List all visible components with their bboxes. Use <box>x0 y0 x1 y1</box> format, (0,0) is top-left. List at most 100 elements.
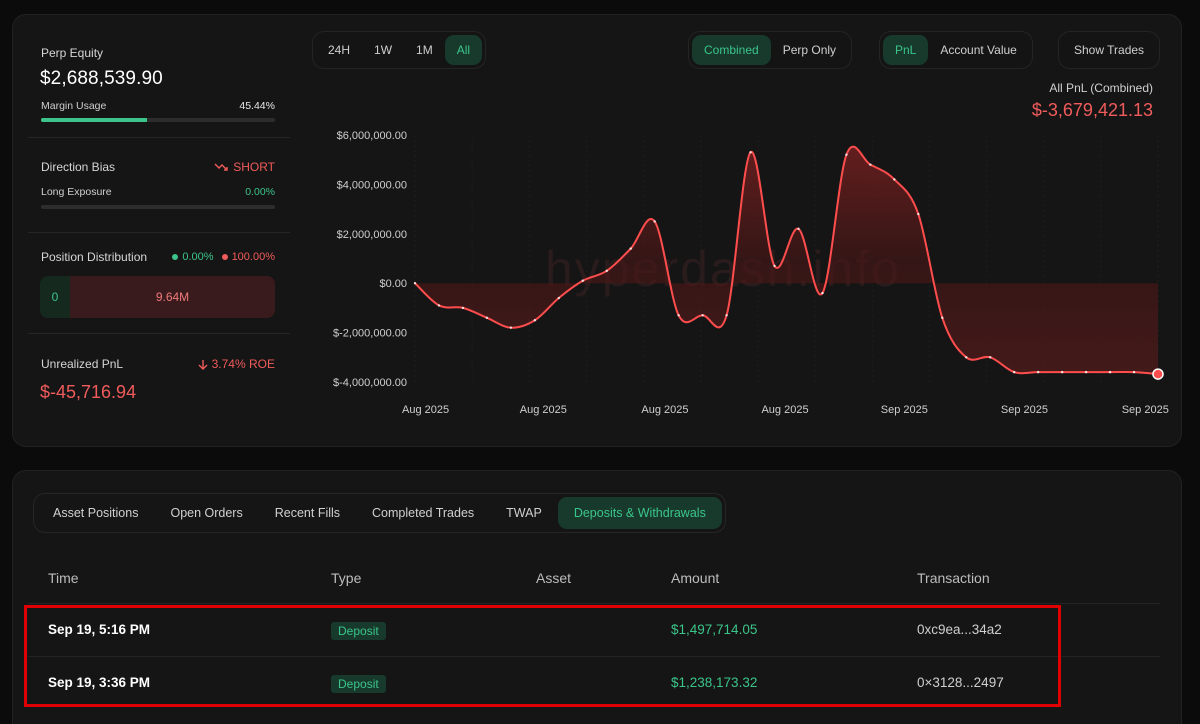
row-amount: $1,238,173.32 <box>671 675 758 690</box>
pnl-point <box>437 304 441 307</box>
position-long-segment: 0 <box>40 276 70 318</box>
pnl-point <box>893 178 896 181</box>
tab-completed-trades[interactable]: Completed Trades <box>372 506 475 520</box>
long-exposure-value: 0.00% <box>245 186 275 198</box>
col-time[interactable]: Time <box>48 570 79 586</box>
show-trades-button[interactable]: Show Trades <box>1074 43 1145 57</box>
pnl-point <box>941 316 944 319</box>
metric-pnl-button[interactable]: PnL <box>883 35 929 65</box>
x-tick-label: Aug 2025 <box>402 404 449 416</box>
tab-deposits-withdrawals[interactable]: Deposits & Withdrawals <box>557 497 722 529</box>
long-dot-icon <box>172 254 179 260</box>
x-tick-label: Sep 2025 <box>1001 404 1048 416</box>
mode-perp-only-button[interactable]: Perp Only <box>782 43 837 57</box>
divider <box>28 603 1160 604</box>
pnl-point <box>581 279 584 282</box>
type-badge: Deposit <box>331 622 386 640</box>
tab-recent-fills[interactable]: Recent Fills <box>274 506 341 520</box>
pnl-point <box>1060 370 1064 374</box>
position-short-pct: 100.00% <box>231 251 275 263</box>
pnl-point <box>845 153 848 156</box>
margin-usage-value: 45.44% <box>239 100 275 112</box>
y-tick-label: $6,000,000.00 <box>337 130 407 142</box>
y-tick-label: $-2,000,000.00 <box>333 328 407 340</box>
direction-bias-indicator: SHORT <box>214 160 275 174</box>
pnl-point <box>557 296 561 300</box>
short-dot-icon <box>221 254 228 260</box>
pnl-point <box>1036 370 1040 374</box>
mode-selector: Combined Perp Only <box>688 31 853 69</box>
y-tick-label: $0.00 <box>379 278 407 290</box>
unrealized-pnl-value: $-45,716.94 <box>40 382 137 402</box>
x-tick-label: Sep 2025 <box>881 404 928 416</box>
x-tick-label: Aug 2025 <box>520 404 567 416</box>
pnl-point <box>869 163 872 166</box>
pnl-point <box>989 356 992 359</box>
divider <box>28 656 1160 657</box>
perp-equity-value: $2,688,539.90 <box>40 68 163 89</box>
margin-usage-row: Margin Usage 45.44% <box>41 100 275 112</box>
metric-account-value-button[interactable]: Account Value <box>940 43 1017 57</box>
pnl-point <box>677 314 680 317</box>
long-exposure-row: Long Exposure 0.00% <box>41 186 275 198</box>
timeframe-all-button[interactable]: All <box>444 35 483 65</box>
col-transaction[interactable]: Transaction <box>917 570 990 586</box>
position-short-value: 9.64M <box>155 290 190 304</box>
type-badge: Deposit <box>331 675 386 693</box>
highlight-annotation <box>24 605 1061 707</box>
row-time: Sep 19, 5:16 PM <box>48 622 151 637</box>
pnl-point <box>749 151 752 154</box>
unrealized-roe: 3.74% ROE <box>198 357 275 371</box>
pnl-point <box>413 282 417 285</box>
pnl-point <box>1108 370 1112 374</box>
tab-twap[interactable]: TWAP <box>506 506 542 520</box>
trend-down-icon <box>214 163 228 171</box>
position-short-segment: 9.64M <box>70 276 275 318</box>
position-distribution-legend: 0.00% 100.00% <box>172 251 275 263</box>
row-amount: $1,497,714.05 <box>671 622 758 637</box>
margin-usage-bar <box>41 118 275 122</box>
pnl-point <box>701 314 704 317</box>
row-transaction[interactable]: 0xc9ea...34a2 <box>917 622 1002 637</box>
tab-open-orders[interactable]: Open Orders <box>170 506 243 520</box>
show-trades-wrapper: Show Trades <box>1058 31 1161 69</box>
metric-selector: PnL Account Value <box>879 31 1033 69</box>
position-distribution-label: Position Distribution <box>41 250 148 264</box>
mode-combined-button[interactable]: Combined <box>692 35 771 65</box>
pnl-point <box>917 212 920 216</box>
pnl-point <box>509 326 513 329</box>
x-tick-label: Sep 2025 <box>1122 404 1169 416</box>
unrealized-pnl-row: Unrealized PnL 3.74% ROE <box>41 357 275 371</box>
timeframe-24h-button[interactable]: 24H <box>328 43 351 57</box>
timeframe-1w-button[interactable]: 1W <box>374 43 393 57</box>
tab-asset-positions[interactable]: Asset Positions <box>53 506 139 520</box>
margin-usage-fill <box>41 118 148 122</box>
y-tick-label: $4,000,000.00 <box>337 179 407 191</box>
col-asset[interactable]: Asset <box>536 570 572 586</box>
pnl-point <box>1012 370 1016 374</box>
pnl-point <box>461 306 465 310</box>
timeframe-1m-button[interactable]: 1M <box>416 43 433 57</box>
pnl-point <box>605 269 608 273</box>
unrealized-pnl-label: Unrealized PnL <box>41 357 124 371</box>
row-transaction[interactable]: 0×3128...2497 <box>917 675 1004 690</box>
x-tick-label: Aug 2025 <box>761 404 808 416</box>
long-exposure-bar <box>41 205 275 209</box>
chart-header-value: $-3,679,421.13 <box>1031 100 1153 120</box>
timeframe-selector: 24H 1W 1M All <box>312 31 487 69</box>
x-tick-label: Aug 2025 <box>641 404 688 416</box>
col-type[interactable]: Type <box>331 570 362 586</box>
y-tick-label: $2,000,000.00 <box>337 229 407 241</box>
col-amount[interactable]: Amount <box>671 570 720 586</box>
row-time: Sep 19, 3:36 PM <box>48 675 151 690</box>
chart-header-label: All PnL (Combined) <box>1049 81 1153 95</box>
divider <box>28 232 290 233</box>
position-long-pct: 0.00% <box>182 251 214 263</box>
bottom-tabs: Asset Positions Open Orders Recent Fills Co… <box>33 493 726 533</box>
long-exposure-label: Long Exposure <box>41 186 112 198</box>
pnl-point <box>773 264 776 268</box>
direction-bias-value: SHORT <box>233 160 275 174</box>
perp-equity-label: Perp Equity <box>41 46 104 60</box>
pnl-chart: $6,000,000.00 $4,000,000.00 $2,000,000.00 $… <box>333 130 1169 416</box>
pnl-latest-point[interactable] <box>1152 368 1164 380</box>
